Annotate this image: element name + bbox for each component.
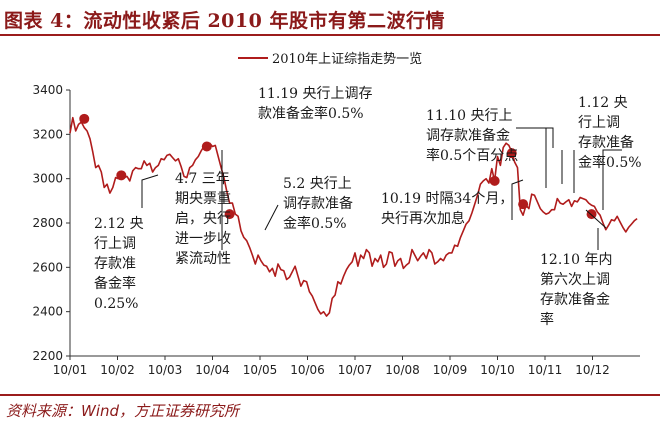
y-tick-label: 2800 <box>32 216 63 230</box>
event-marker <box>201 141 212 152</box>
x-tick-label: 10/11 <box>528 363 563 377</box>
annotation-leader-line <box>585 209 607 229</box>
y-tick-label: 2200 <box>32 349 63 363</box>
annotation-line: 行上调 <box>94 236 136 252</box>
y-tick-label: 3400 <box>32 83 63 97</box>
legend-label: 2010年上证综指走势一览 <box>272 51 422 67</box>
axes <box>69 90 640 357</box>
y-tick-label: 2400 <box>32 305 63 319</box>
x-tick-label: 10/07 <box>338 363 373 377</box>
x-tick-label: 10/08 <box>385 363 420 377</box>
annotation-line: 11.10 央行上 <box>426 108 513 124</box>
series-line <box>69 116 638 317</box>
x-tick-label: 10/05 <box>243 363 278 377</box>
annotation-a8: 12.10 年内第六次上调存款准备金率 <box>540 252 613 328</box>
y-tick-label: 3200 <box>32 127 63 141</box>
x-tick-label: 10/09 <box>433 363 468 377</box>
annotation-line: 11.19 央行上调存 <box>258 86 373 102</box>
source-bar: 资料来源：Wind，方正证券研究所 <box>0 394 660 425</box>
annotation-leaders <box>141 127 622 250</box>
annotation-leader-line <box>264 204 279 231</box>
annotation-line: 调存款准备金 <box>426 127 510 144</box>
x-tick-label: 10/02 <box>100 363 135 377</box>
y-tick-label: 3000 <box>32 172 63 186</box>
annotation-line: 期央票重 <box>175 191 231 207</box>
x-axis-ticks: 10/01 10/02 10/03 10/04 10/05 10/06 10/07 10/08… <box>53 356 610 377</box>
annotation-a6: 11.10 央行上调存款准备金率0.5个百分点 <box>426 108 518 164</box>
annotation-line: 存款准备金 <box>540 291 610 308</box>
annotation-a2: 4.7 三年期央票重启，央行进一步收紧流动性 <box>175 171 231 267</box>
event-marker <box>79 113 90 124</box>
event-marker <box>489 175 500 186</box>
annotation-line: 2.12 央 <box>94 216 144 232</box>
annotation-line: 备金率 <box>94 275 136 292</box>
series-group <box>69 116 638 317</box>
event-marker <box>224 209 235 220</box>
annotation-line: 4.7 三年 <box>175 171 230 187</box>
x-tick-label: 10/10 <box>480 363 515 377</box>
legend: 2010年上证综指走势一览 <box>238 51 422 67</box>
annotation-line: 率0.5个百分点 <box>426 147 518 164</box>
annotation-leader-line <box>602 149 622 210</box>
annotation-line: 存款准 <box>94 256 136 272</box>
annotation-line: 行上调 <box>578 115 620 131</box>
annotation-a7: 1.12 央行上调存款准备金率0.5% <box>578 95 642 171</box>
annotation-line: 紧流动性 <box>175 251 231 267</box>
event-marker <box>518 199 529 210</box>
annotation-a3: 5.2 央行上调存款准备金率0.5% <box>283 176 353 232</box>
annotation-line: 金率0.5% <box>578 154 642 171</box>
annotation-line: 金率0.5% <box>283 215 347 232</box>
x-tick-label: 10/03 <box>148 363 183 377</box>
annotation-line: 存款准备 <box>578 134 634 151</box>
annotation-a5: 10.19 时隔34个月， 央行再次加息 <box>381 191 513 227</box>
x-tick-label: 10/12 <box>575 363 610 377</box>
y-tick-label: 2600 <box>32 260 63 274</box>
figure-title: 图表 4：流动性收紧后 2010 年股市有第二波行情 <box>4 10 445 32</box>
annotation-leader-line <box>516 127 554 148</box>
x-tick-label: 10/04 <box>195 363 230 377</box>
event-marker <box>506 148 517 159</box>
annotation-line: 10.19 时隔34个月， <box>381 191 513 207</box>
x-tick-label: 10/01 <box>53 363 88 377</box>
annotation-line: 12.10 年内 <box>540 252 613 268</box>
annotation-leader-line <box>511 179 524 220</box>
annotation-a4: 11.19 央行上调存款准备金率0.5% <box>258 86 373 122</box>
annotation-line: 央行再次加息 <box>381 210 465 227</box>
annotation-line: 启，央行 <box>175 211 231 227</box>
event-marker <box>116 170 127 181</box>
annotation-line: 款准备金率0.5% <box>258 105 364 122</box>
event-markers <box>79 113 597 220</box>
annotation-line: 进一步收 <box>175 231 231 247</box>
annotation-a1: 2.12 央行上调存款准备金率 0.25% <box>94 216 144 312</box>
annotation-line: 1.12 央 <box>578 95 628 111</box>
annotation-line: 第六次上调 <box>540 271 610 288</box>
annotation-line: 0.25% <box>94 296 138 312</box>
source-note: 资料来源：Wind，方正证券研究所 <box>6 402 240 420</box>
x-tick-label: 10/06 <box>290 363 325 377</box>
annotations: 2.12 央行上调存款准备金率 0.25%4.7 三年期央票重启，央行进一步收紧流… <box>94 86 642 328</box>
annotation-line: 调存款准备 <box>283 195 353 212</box>
annotation-line: 率 <box>540 311 554 328</box>
annotation-line: 5.2 央行上 <box>283 176 352 192</box>
annotation-leader-line <box>141 174 159 208</box>
y-axis-ticks: 2200 2400 2600 2800 3000 3200 3400 <box>32 83 70 363</box>
title-bar: 图表 4：流动性收紧后 2010 年股市有第二波行情 <box>0 0 660 36</box>
